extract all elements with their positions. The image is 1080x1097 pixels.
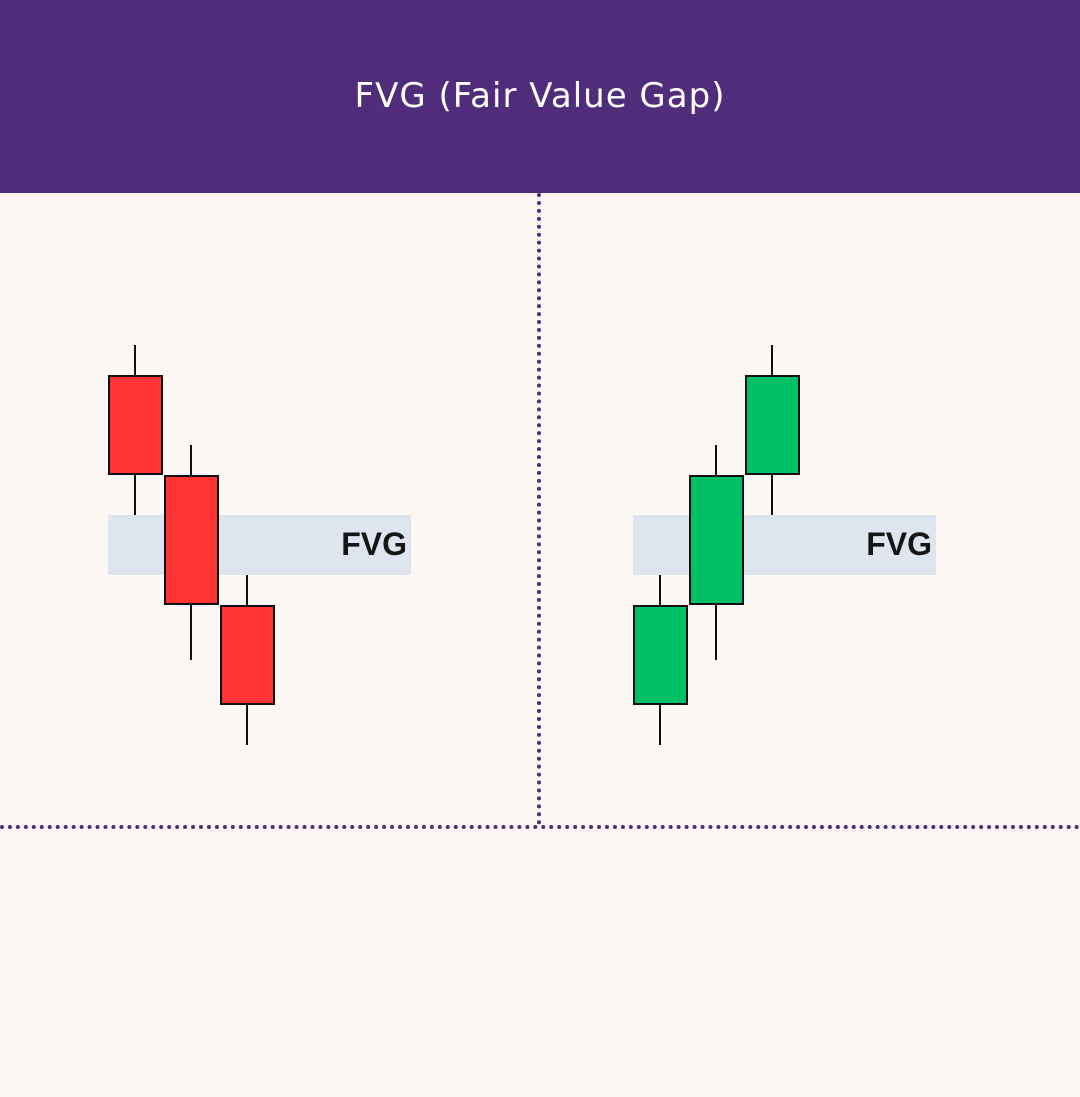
candle-body-bullish [745, 375, 800, 475]
candle-upper-wick [246, 575, 248, 605]
candle-upper-wick [659, 575, 661, 605]
fvg-zone-bullish: FVG [633, 515, 936, 575]
candle-body-bearish [220, 605, 275, 705]
candle-lower-wick [771, 475, 773, 515]
fvg-label: FVG [866, 526, 932, 562]
candle-lower-wick [246, 705, 248, 745]
fvg-label: FVG [341, 526, 407, 562]
candle-lower-wick [190, 605, 192, 660]
candle-upper-wick [715, 445, 717, 475]
candle-upper-wick [190, 445, 192, 475]
candle-body-bullish [689, 475, 744, 605]
candle-body-bearish [164, 475, 219, 605]
horizontal-divider [0, 825, 1080, 829]
candle-lower-wick [134, 475, 136, 515]
page-title: FVG (Fair Value Gap) [354, 75, 726, 116]
candle-upper-wick [771, 345, 773, 375]
candle-body-bearish [108, 375, 163, 475]
vertical-divider [537, 193, 541, 825]
candle-lower-wick [659, 705, 661, 745]
candle-lower-wick [715, 605, 717, 660]
fvg-zone-bearish: FVG [108, 515, 411, 575]
candle-body-bullish [633, 605, 688, 705]
candle-upper-wick [134, 345, 136, 375]
header-bar: FVG (Fair Value Gap) [0, 0, 1080, 193]
